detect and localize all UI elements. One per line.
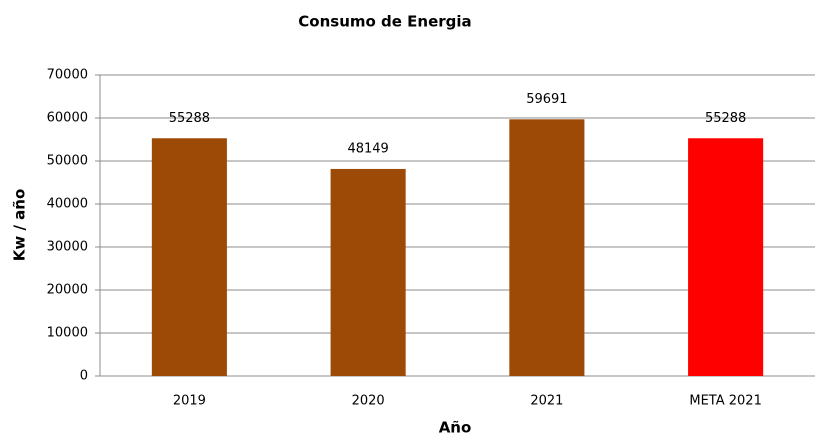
y-tick-label: 60000 bbox=[47, 111, 88, 126]
bar bbox=[151, 138, 227, 376]
y-tick-label: 10000 bbox=[47, 326, 88, 341]
y-tick-label: 40000 bbox=[47, 197, 88, 212]
y-tick-label: 30000 bbox=[47, 240, 88, 255]
y-axis-label: Kw / año bbox=[11, 189, 29, 262]
data-label: 59691 bbox=[526, 92, 567, 107]
y-tick-label: 50000 bbox=[47, 154, 88, 169]
x-tick-label: 2021 bbox=[530, 394, 563, 409]
x-tick-label: 2019 bbox=[173, 394, 206, 409]
chart-title: Consumo de Energia bbox=[298, 13, 471, 31]
x-tick-label: META 2021 bbox=[689, 394, 761, 409]
bar bbox=[509, 119, 585, 376]
data-label: 48149 bbox=[347, 141, 388, 156]
x-axis-label: Año bbox=[439, 419, 472, 437]
data-label: 55288 bbox=[169, 111, 210, 126]
x-tick-label: 2020 bbox=[352, 394, 385, 409]
bar bbox=[688, 138, 764, 376]
y-tick-label: 0 bbox=[80, 369, 88, 384]
y-tick-label: 20000 bbox=[47, 283, 88, 298]
bar bbox=[330, 168, 406, 376]
y-tick-label: 70000 bbox=[47, 68, 88, 83]
data-label: 55288 bbox=[705, 111, 746, 126]
